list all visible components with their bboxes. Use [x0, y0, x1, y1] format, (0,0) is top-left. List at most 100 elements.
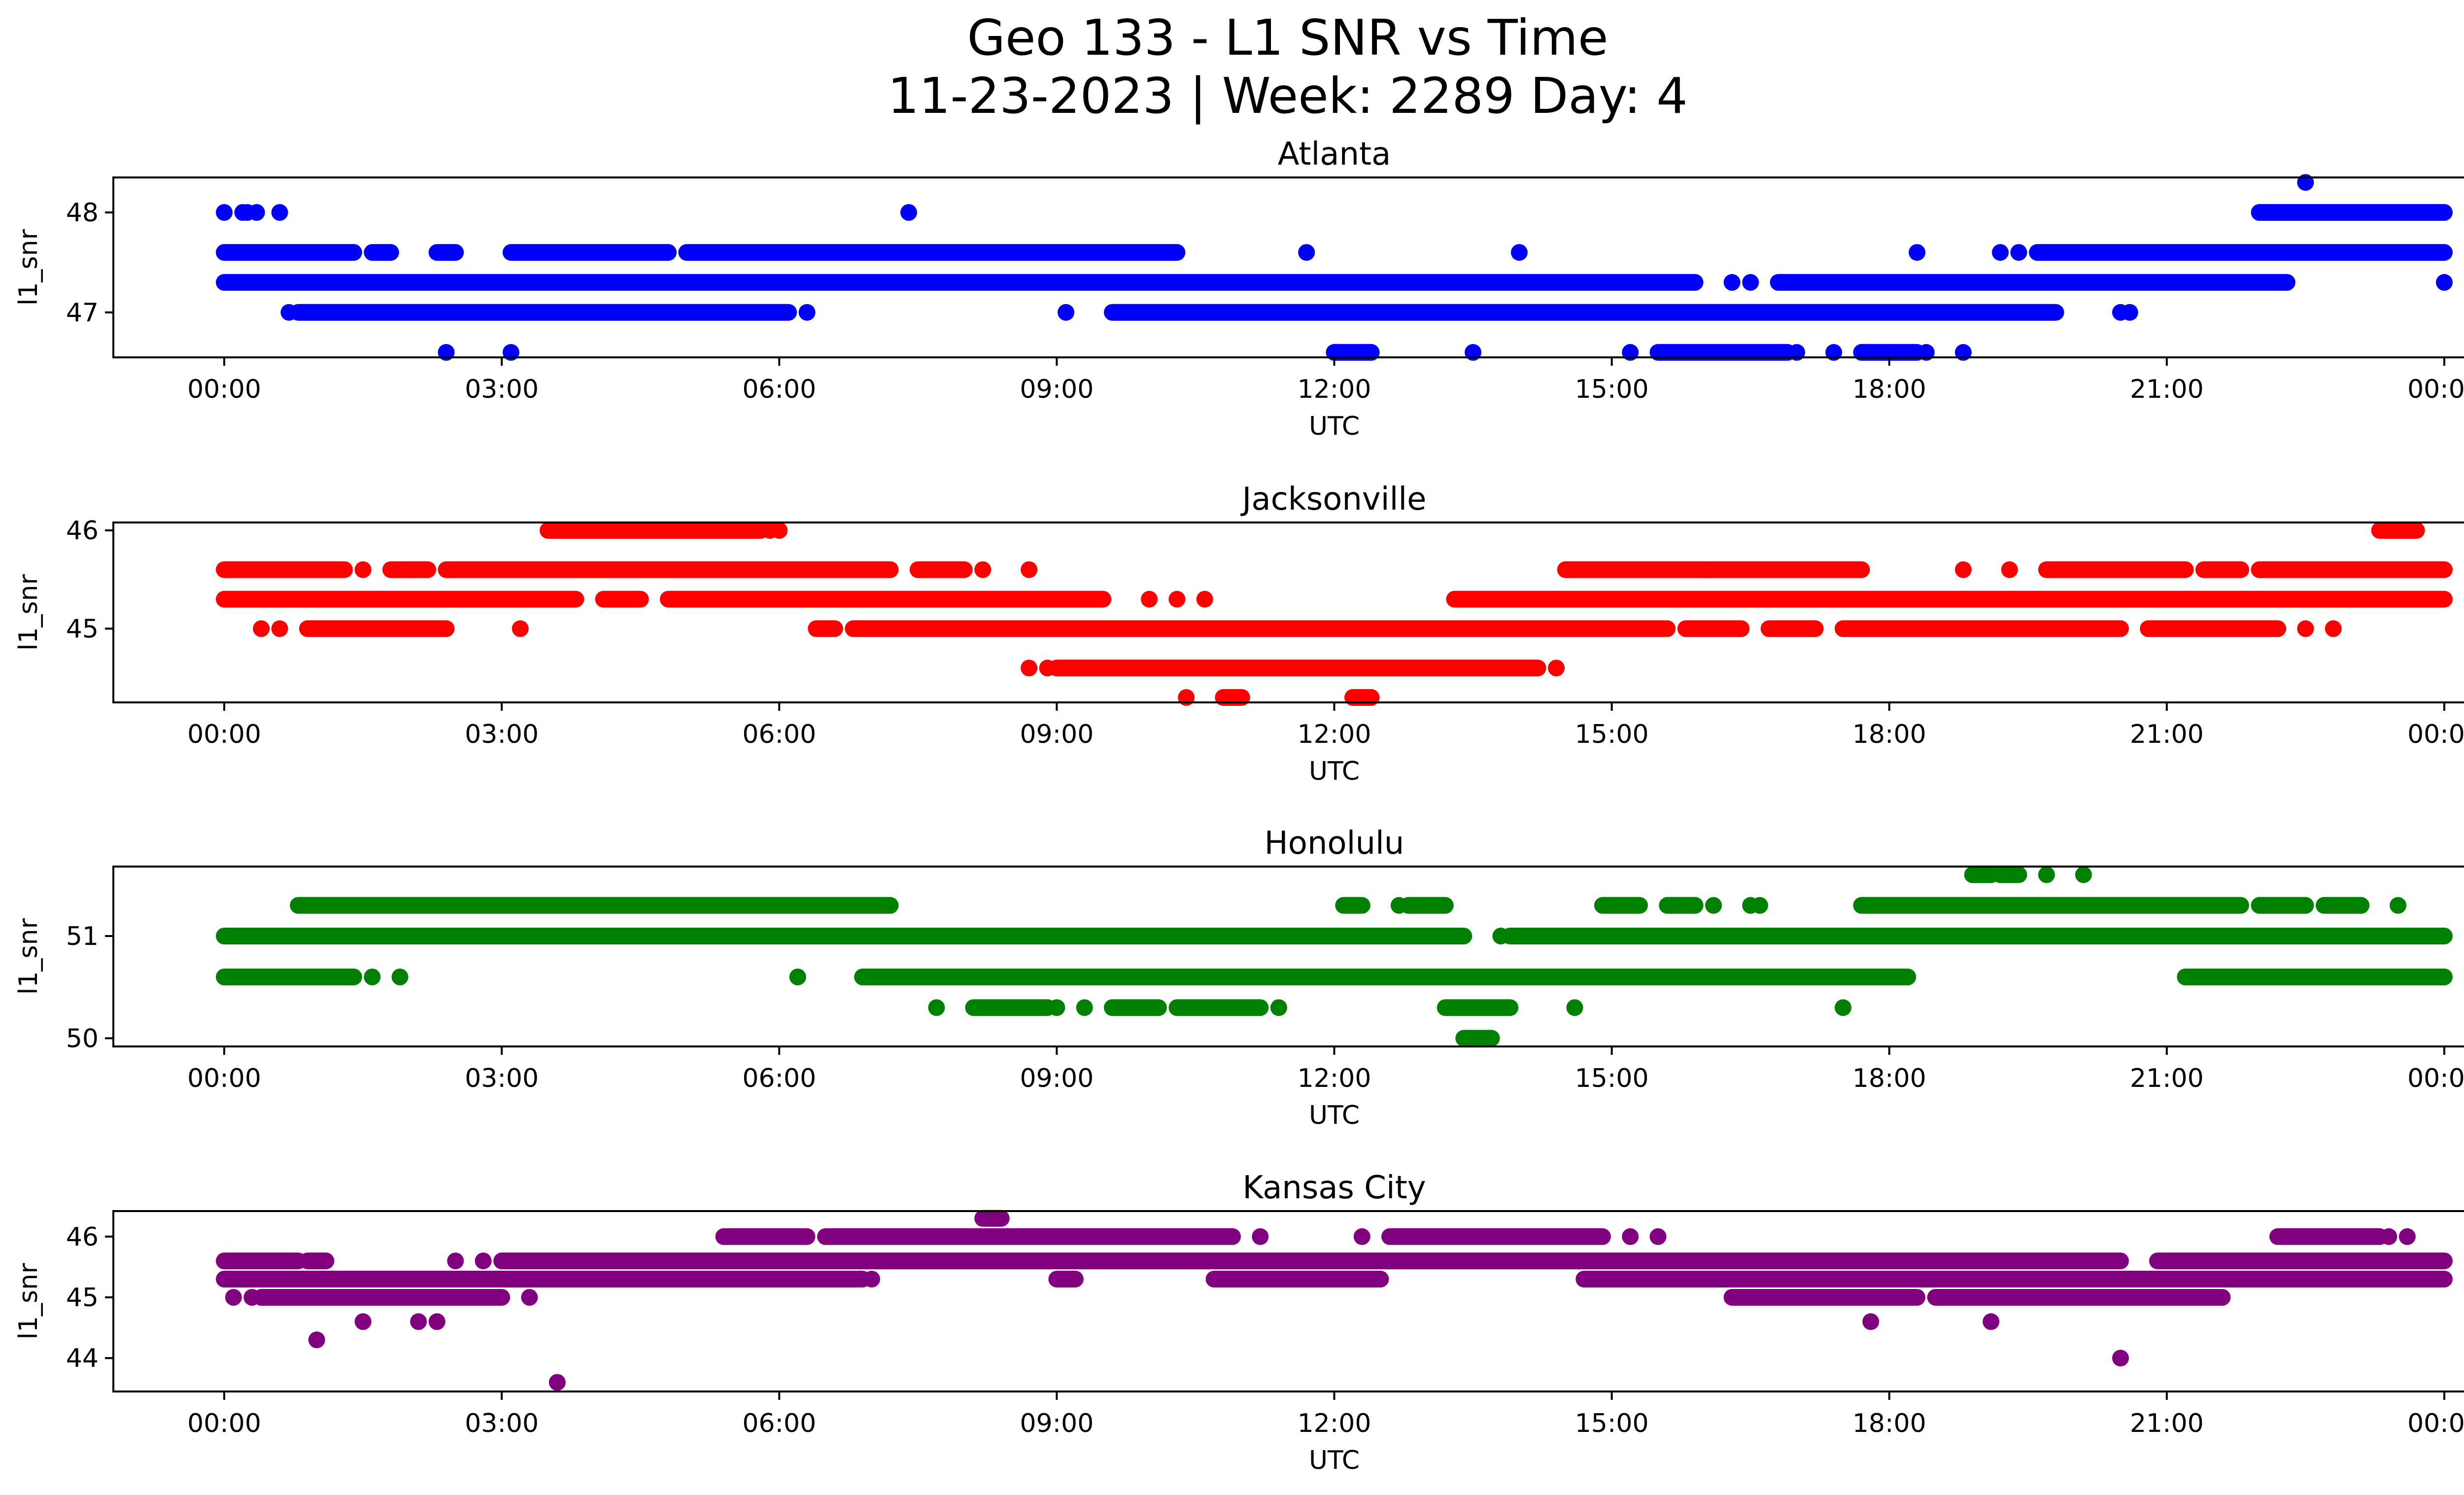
x-tick-label: 12:00: [1298, 375, 1371, 404]
data-point: [1141, 591, 1158, 608]
data-point-run: [1400, 897, 1454, 914]
x-tick-label: 06:00: [742, 720, 816, 749]
y-tick-label: 45: [66, 1283, 99, 1313]
data-point-run: [290, 304, 797, 321]
x-tick-label: 15:00: [1575, 1409, 1649, 1438]
data-point-run: [290, 897, 899, 914]
data-point-run: [2149, 1252, 2453, 1270]
data-point-run: [678, 244, 1186, 261]
data-point-run: [1048, 1271, 1084, 1287]
data-point-run: [1381, 1228, 1611, 1245]
panel-title: Honolulu: [1265, 825, 1404, 862]
data-point-run: [817, 1228, 1241, 1245]
data-point: [1723, 274, 1741, 291]
y-tick-label: 45: [66, 614, 99, 644]
suptitle-line-2: 11-23-2023 | Week: 2289 Day: 4: [888, 67, 1688, 125]
y-axis-label: l1_snr: [14, 574, 43, 651]
data-point: [1196, 591, 1213, 608]
data-series: [216, 866, 2453, 1047]
x-tick-label: 18:00: [1852, 720, 1926, 749]
data-point-run: [216, 1271, 871, 1287]
chart-panel-4: Kansas City 00:00 03:00 06:00 09:00 12:00 15:0…: [14, 1170, 2464, 1475]
x-tick-label: 00:00: [2407, 1064, 2464, 1093]
x-tick-label: 18:00: [1852, 1064, 1926, 1093]
data-point: [1021, 561, 1038, 578]
data-point: [253, 620, 270, 637]
data-point-run: [1594, 897, 1648, 914]
data-point-run: [382, 561, 436, 578]
data-point-run: [1104, 999, 1167, 1016]
data-point: [2112, 1350, 2129, 1367]
data-point: [1298, 244, 1315, 261]
data-series: [216, 1210, 2453, 1391]
data-point-run: [216, 244, 362, 261]
data-point-run: [299, 1252, 335, 1270]
data-point: [789, 969, 806, 985]
x-axis-label: UTC: [1309, 1446, 1360, 1475]
data-point-run: [493, 1252, 2129, 1270]
data-point: [1021, 660, 1038, 677]
chart-panel-2: Jacksonville 00:00 03:00 06:00 09:00 12:00 15:…: [14, 481, 2464, 786]
data-point: [1705, 897, 1722, 914]
data-point-run: [974, 1210, 1010, 1227]
data-point-run: [2195, 561, 2250, 578]
data-point: [1751, 897, 1768, 914]
data-point-run: [715, 1228, 816, 1245]
data-point-run: [845, 620, 1676, 637]
data-point: [1622, 1228, 1639, 1245]
x-tick-label: 09:00: [1020, 720, 1094, 749]
x-tick-label: 09:00: [1020, 1409, 1094, 1438]
x-tick-label: 00:00: [187, 375, 261, 404]
x-axis-label: UTC: [1309, 412, 1360, 441]
x-axis-label: UTC: [1309, 1101, 1360, 1130]
data-point: [354, 1313, 372, 1330]
data-point: [2297, 620, 2314, 637]
y-tick-label: 44: [66, 1344, 99, 1373]
x-tick-label: 06:00: [742, 1064, 816, 1093]
plot-frame: [112, 176, 2464, 358]
data-point: [475, 1252, 492, 1270]
data-point-run: [2251, 561, 2453, 578]
data-point-run: [216, 274, 1704, 291]
data-point: [354, 561, 372, 578]
data-point-run: [1446, 591, 2453, 608]
data-point: [391, 969, 409, 985]
data-point: [1954, 561, 1972, 578]
data-point-run: [1205, 1271, 1389, 1287]
x-tick-label: 21:00: [2130, 1064, 2204, 1093]
data-point: [1076, 999, 1093, 1016]
x-tick-label: 12:00: [1298, 1064, 1371, 1093]
chart-suptitle: Geo 133 - L1 SNR vs Time 11-23-2023 | We…: [0, 9, 2464, 125]
data-point: [2436, 274, 2453, 291]
data-point: [1510, 244, 1528, 261]
data-point: [2001, 561, 2018, 578]
y-tick-label: 46: [66, 516, 99, 546]
chart-panel-3: Honolulu 00:00 03:00 06:00 09:00 12:00 15:00 18…: [14, 825, 2464, 1130]
data-point-run: [540, 522, 769, 539]
y-axis-label: l1_snr: [14, 229, 43, 306]
x-tick-label: 00:00: [2407, 720, 2464, 749]
x-tick-label: 15:00: [1575, 720, 1649, 749]
data-point: [428, 1313, 445, 1330]
data-point-run: [216, 561, 353, 578]
data-point-run: [2251, 897, 2314, 914]
data-point-run: [854, 969, 1916, 985]
y-tick-label: 51: [66, 922, 99, 951]
data-point-run: [1659, 897, 1704, 914]
data-point-run: [2269, 1228, 2388, 1245]
data-point: [2390, 897, 2407, 914]
x-tick-label: 15:00: [1575, 1064, 1649, 1093]
data-point: [2325, 620, 2342, 637]
data-point-run: [909, 561, 973, 578]
data-point: [1992, 244, 2009, 261]
data-point: [1742, 274, 1759, 291]
y-tick-label: 47: [66, 298, 99, 328]
data-point-run: [1770, 274, 2295, 291]
data-point-run: [1834, 620, 2129, 637]
data-point-run: [1557, 561, 1870, 578]
data-point: [271, 204, 288, 221]
x-tick-label: 21:00: [2130, 720, 2204, 749]
x-tick-label: 18:00: [1852, 375, 1926, 404]
data-point: [1270, 999, 1287, 1016]
x-tick-label: 12:00: [1298, 720, 1371, 749]
